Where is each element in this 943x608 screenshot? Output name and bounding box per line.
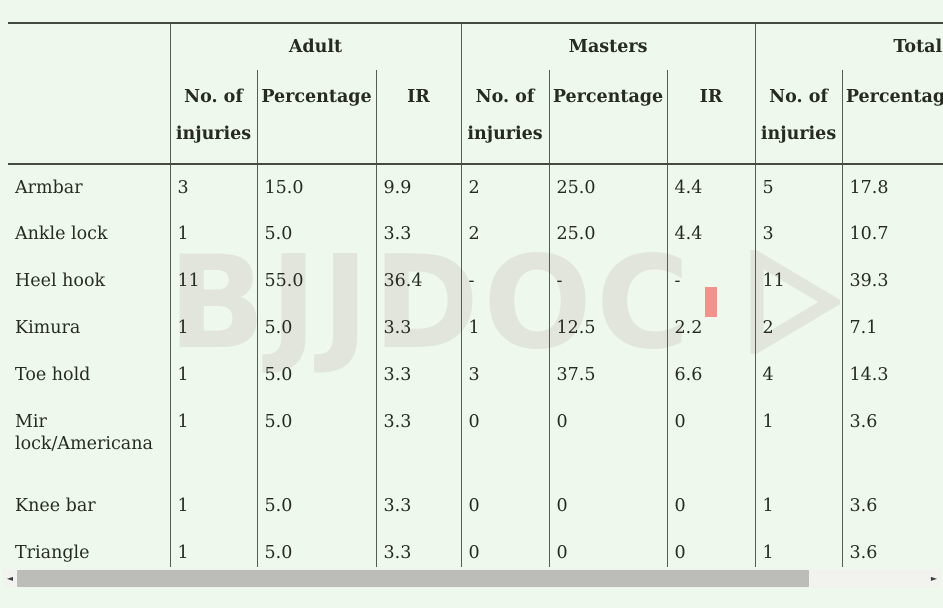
horizontal-scrollbar[interactable]: ◄ ► — [3, 569, 941, 588]
data-cell: 3.3 — [375, 352, 461, 399]
data-cell: 0 — [548, 483, 667, 530]
row-label: Ankle lock — [15, 224, 108, 244]
data-cell: 1 — [169, 483, 257, 530]
data-cell: 5.0 — [256, 483, 376, 530]
subheader-adult-percentage: Percentage — [256, 70, 376, 165]
row-label: Heel hook — [15, 271, 106, 291]
row-label: Triangle — [8, 530, 170, 567]
data-cell: 4.4 — [666, 211, 756, 258]
subheader-masters-ir: IR — [666, 70, 756, 165]
scroll-right-arrow-icon[interactable]: ► — [930, 574, 938, 583]
data-cell: 2 — [460, 211, 549, 258]
table-row: Ankle lock 1 5.0 3.3 2 25.0 4.4 3 10.7 — [8, 211, 943, 258]
data-cell: 5.0 — [256, 530, 376, 567]
data-cell: 15.0 — [256, 164, 376, 211]
table-row: Toe hold 1 5.0 3.3 3 37.5 6.6 4 14.3 — [8, 352, 943, 399]
data-cell: 0 — [666, 530, 756, 567]
table-row: Heel hook 11 55.0 36.4 - - - 11 39.3 — [8, 258, 943, 305]
data-cell: 1 — [169, 399, 257, 483]
data-cell: 1 — [754, 399, 843, 483]
subheader-adult-no-of-injuries: No. of injuries — [169, 70, 257, 165]
data-cell: 11 — [169, 258, 257, 305]
table-row: Armbar 3 15.0 9.9 2 25.0 4.4 5 17.8 — [8, 164, 943, 211]
data-cell: 0 — [666, 399, 756, 483]
data-cell: 4 — [754, 352, 843, 399]
data-cell: 7.1 — [841, 305, 943, 352]
subheader-masters-no-of-injuries: No. of injuries — [460, 70, 549, 165]
data-cell: - — [548, 258, 667, 305]
group-header-total: Total — [754, 22, 943, 70]
data-cell: 55.0 — [256, 258, 376, 305]
data-cell: 5.0 — [256, 305, 376, 352]
subheader-total-no-of-injuries: No. of injuries — [754, 70, 843, 165]
data-cell: 17.8 — [841, 164, 943, 211]
data-cell: 37.5 — [548, 352, 667, 399]
data-cell: 1 — [460, 305, 549, 352]
data-cell: 0 — [666, 483, 756, 530]
data-cell: 0 — [460, 530, 549, 567]
data-cell: 36.4 — [375, 258, 461, 305]
row-label: Knee bar — [15, 496, 96, 516]
data-cell: 9.9 — [375, 164, 461, 211]
row-label: Toe hold — [15, 365, 91, 385]
data-cell: 3.6 — [841, 530, 943, 567]
data-cell: 2 — [754, 305, 843, 352]
data-cell: 25.0 — [548, 164, 667, 211]
data-cell: 5 — [754, 164, 843, 211]
data-cell: 2.2 — [666, 305, 756, 352]
corner-header-cell — [8, 22, 170, 165]
subheader-total-percentage: Percentage — [841, 70, 943, 165]
data-cell: 1 — [169, 530, 257, 567]
data-cell: 39.3 — [841, 258, 943, 305]
scroll-left-arrow-icon[interactable]: ◄ — [6, 574, 14, 583]
table-row: Knee bar 1 5.0 3.3 0 0 0 1 3.6 — [8, 483, 943, 530]
data-cell: 3.6 — [841, 483, 943, 530]
scrollbar-thumb[interactable] — [17, 570, 809, 587]
row-label: Armbar — [15, 178, 83, 198]
data-cell: 3 — [169, 164, 257, 211]
data-cell: 25.0 — [548, 211, 667, 258]
group-header-adult: Adult — [169, 22, 461, 70]
data-cell: 4.4 — [666, 164, 756, 211]
table-row: Mir lock/Americana 1 5.0 3.3 0 0 0 1 3.6 — [8, 399, 943, 483]
data-cell: - — [666, 258, 756, 305]
data-cell: 3.6 — [841, 399, 943, 483]
data-cell: 3.3 — [375, 211, 461, 258]
data-cell: 5.0 — [256, 399, 376, 483]
data-cell: 3 — [460, 352, 549, 399]
data-cell: 0 — [460, 483, 549, 530]
data-cell: 3.3 — [375, 399, 461, 483]
data-cell: 14.3 — [841, 352, 943, 399]
table-row: Kimura 1 5.0 3.3 1 12.5 2.2 2 7.1 — [8, 305, 943, 352]
data-cell: 12.5 — [548, 305, 667, 352]
data-cell: 5.0 — [256, 352, 376, 399]
data-cell: 3 — [754, 211, 843, 258]
data-cell: 0 — [548, 530, 667, 567]
subheader-masters-percentage: Percentage — [548, 70, 667, 165]
data-cell: 1 — [754, 530, 843, 567]
data-cell: 1 — [169, 352, 257, 399]
subheader-adult-ir: IR — [375, 70, 461, 165]
data-cell: 3.3 — [375, 305, 461, 352]
injury-table-viewport: Adult Masters Total No. of injuries Perc… — [8, 22, 943, 567]
row-label: Mir lock/Americana — [15, 412, 153, 454]
data-cell: 3.3 — [375, 530, 461, 567]
data-cell: 10.7 — [841, 211, 943, 258]
table-row: Triangle 1 5.0 3.3 0 0 0 1 3.6 — [8, 530, 943, 567]
data-cell: 3.3 — [375, 483, 461, 530]
data-cell: 1 — [169, 305, 257, 352]
data-cell: 2 — [460, 164, 549, 211]
data-cell: 6.6 — [666, 352, 756, 399]
data-cell: 1 — [169, 211, 257, 258]
data-cell: - — [460, 258, 549, 305]
group-header-masters: Masters — [460, 22, 756, 70]
injury-table: Adult Masters Total No. of injuries Perc… — [8, 22, 943, 567]
data-cell: 1 — [754, 483, 843, 530]
data-cell: 11 — [754, 258, 843, 305]
data-cell: 0 — [548, 399, 667, 483]
row-label: Kimura — [15, 318, 81, 338]
data-cell: 0 — [460, 399, 549, 483]
data-cell: 5.0 — [256, 211, 376, 258]
